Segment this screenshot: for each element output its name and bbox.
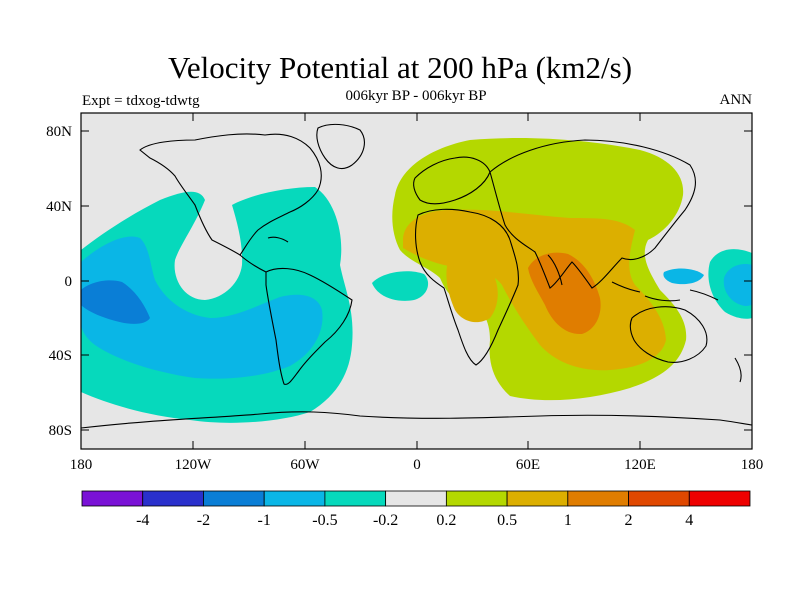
contour-pos-0.5 xyxy=(403,209,666,371)
lon-label-60w: 60W xyxy=(290,457,320,473)
colorbar-label: 4 xyxy=(685,512,693,529)
colorbar-box xyxy=(81,490,144,507)
colorbar-label: 2 xyxy=(625,512,633,529)
coast-indonesia xyxy=(611,281,719,302)
contour-neg-0.2-atlantic xyxy=(372,271,429,301)
colorbar-label: 1 xyxy=(564,512,572,529)
colorbar-label: -2 xyxy=(197,512,210,529)
colorbar-box xyxy=(445,490,508,507)
lat-label-0: 0 xyxy=(65,274,73,290)
coast-india xyxy=(547,254,563,286)
lon-label-60e: 60E xyxy=(516,457,540,473)
coast-australia xyxy=(629,306,708,363)
colorbar-label: -0.2 xyxy=(373,512,398,529)
lon-label-120e: 120E xyxy=(624,457,656,473)
lon-label-180e: 180 xyxy=(741,457,764,473)
lon-ticks xyxy=(192,113,641,449)
contour-pos-0.5-africa xyxy=(446,260,498,323)
lat-label-40S: 40S xyxy=(49,348,72,364)
colorbar-label: -4 xyxy=(136,512,149,529)
colorbar-box xyxy=(688,490,751,507)
colorbar-box xyxy=(628,490,690,507)
coast-asia xyxy=(489,139,696,289)
lat-labels: 80N 40N 0 40S 80S xyxy=(46,124,72,439)
season-label: ANN xyxy=(719,92,753,108)
contour-neg-0.5-east xyxy=(723,264,752,306)
lon-labels: 180 120W 60W 0 60E 120E 180 xyxy=(70,457,764,473)
lon-label-120w: 120W xyxy=(175,457,213,473)
colorbar-box xyxy=(567,490,629,507)
colorbar-box xyxy=(142,490,204,507)
contour-neg-0.5 xyxy=(81,236,323,379)
colorbar-box xyxy=(324,490,387,507)
colorbar-box xyxy=(385,490,447,507)
colorbar: -4 -2 -1 -0.5 -0.2 0.2 0.5 1 2 4 xyxy=(81,490,751,529)
coast-new-zealand xyxy=(734,357,742,383)
coastlines xyxy=(81,123,752,429)
page-title: Velocity Potential at 200 hPa (km2/s) xyxy=(167,50,633,85)
lat-ticks xyxy=(81,130,752,431)
coast-europe xyxy=(413,156,491,205)
lon-label-180w: 180 xyxy=(70,457,93,473)
subtitle: 006kyr BP - 006kyr BP xyxy=(345,88,487,104)
lat-label-40N: 40N xyxy=(46,199,72,215)
colorbar-label: 0.5 xyxy=(497,512,517,529)
contour-fills xyxy=(81,138,752,423)
coast-central-america xyxy=(239,236,289,273)
colorbar-label: 0.2 xyxy=(436,512,456,529)
coast-africa xyxy=(415,208,519,366)
contour-neg-0.5-indo xyxy=(663,268,704,285)
colorbar-label: -1 xyxy=(258,512,271,529)
colorbar-box xyxy=(203,490,265,507)
contour-pos-1 xyxy=(528,252,601,335)
contour-neg-1 xyxy=(81,280,150,324)
colorbar-label: -0.5 xyxy=(312,512,337,529)
colorbar-box xyxy=(506,490,569,507)
coast-greenland xyxy=(316,123,365,170)
lat-label-80N: 80N xyxy=(46,124,72,140)
experiment-label: Expt = tdxog-tdwtg xyxy=(82,93,200,109)
lat-label-80S: 80S xyxy=(49,423,72,439)
coast-antarctica xyxy=(81,411,752,429)
colorbar-box xyxy=(263,490,326,507)
coast-south-america xyxy=(265,267,353,385)
lon-label-0: 0 xyxy=(413,457,421,473)
coast-north-america xyxy=(139,133,322,256)
